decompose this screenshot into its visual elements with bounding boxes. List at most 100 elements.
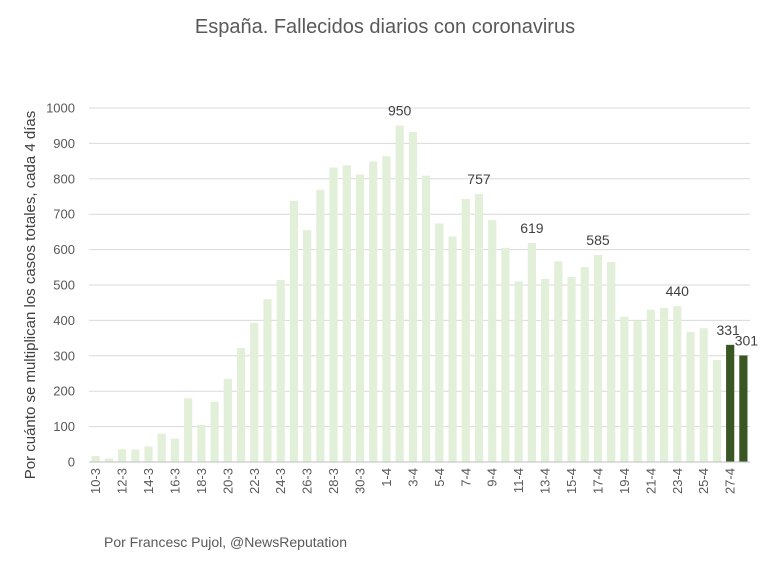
x-tick-label: 17-4 xyxy=(590,468,605,494)
bar xyxy=(726,344,735,462)
y-tick-label: 200 xyxy=(53,384,75,399)
data-label: 301 xyxy=(735,332,759,348)
bar xyxy=(474,194,484,462)
bar xyxy=(646,309,655,462)
bar xyxy=(131,449,140,462)
bar xyxy=(197,424,206,462)
bar xyxy=(395,125,404,462)
y-tick-label: 100 xyxy=(53,419,75,434)
bar xyxy=(342,165,351,462)
x-tick-label: 20-3 xyxy=(220,468,235,494)
bar xyxy=(382,156,391,463)
x-tick-label: 11-4 xyxy=(511,468,526,493)
data-label: 619 xyxy=(520,220,544,236)
bar xyxy=(157,433,166,462)
y-tick-label: 800 xyxy=(53,171,75,186)
bar xyxy=(117,449,127,462)
y-tick-label: 500 xyxy=(53,278,75,293)
bar xyxy=(91,455,100,462)
bar xyxy=(514,281,523,462)
x-tick-label: 28-3 xyxy=(326,468,341,494)
bar xyxy=(659,308,669,462)
x-tick-label: 26-3 xyxy=(300,468,315,494)
bar xyxy=(607,261,616,462)
bar xyxy=(408,132,417,462)
bar xyxy=(210,401,219,462)
x-tick-label: 18-3 xyxy=(194,468,209,494)
data-label: 950 xyxy=(388,103,412,119)
x-tick-label: 15-4 xyxy=(564,468,579,494)
bar xyxy=(355,174,365,462)
y-tick-label: 600 xyxy=(53,242,75,257)
data-label: 757 xyxy=(467,171,491,187)
data-label: 440 xyxy=(666,283,690,299)
bar xyxy=(461,198,470,462)
bar xyxy=(435,223,444,462)
bar xyxy=(620,316,629,462)
bar xyxy=(263,299,272,462)
bar xyxy=(316,189,325,463)
x-tick-label: 5-4 xyxy=(432,468,447,487)
bar xyxy=(686,332,695,462)
bar xyxy=(633,320,642,462)
bar xyxy=(673,306,682,462)
x-tick-label: 23-4 xyxy=(670,468,685,494)
x-tick-label: 13-4 xyxy=(538,468,553,494)
y-axis-tick-labels: 0 100 200 300 400 500 600 700 800 900 1000 xyxy=(46,101,75,470)
bar xyxy=(527,242,536,462)
bar xyxy=(104,458,113,462)
x-tick-label: 3-4 xyxy=(405,468,420,487)
chart-title: España. Fallecidos diarios con coronavir… xyxy=(194,16,576,38)
bar xyxy=(593,254,603,462)
x-tick-label: 10-3 xyxy=(88,468,103,494)
y-tick-label: 300 xyxy=(53,348,75,363)
bar xyxy=(289,200,299,463)
bar xyxy=(699,328,708,462)
bar xyxy=(448,236,457,462)
bar xyxy=(276,280,285,462)
bar xyxy=(554,261,563,462)
x-tick-label: 12-3 xyxy=(115,468,130,494)
y-tick-label: 1000 xyxy=(46,101,75,116)
bar xyxy=(422,175,431,462)
x-tick-label: 9-4 xyxy=(485,468,500,487)
x-tick-label: 22-3 xyxy=(247,468,262,494)
data-label: 585 xyxy=(586,232,610,248)
x-tick-label: 16-3 xyxy=(167,468,182,494)
bar xyxy=(712,360,722,462)
bar xyxy=(144,446,153,462)
bar xyxy=(580,266,589,462)
bar xyxy=(250,322,259,462)
x-tick-label: 25-4 xyxy=(696,468,711,494)
x-tick-label: 27-4 xyxy=(723,468,738,494)
bar xyxy=(488,220,497,462)
x-tick-label: 14-3 xyxy=(141,468,156,494)
x-tick-label: 1-4 xyxy=(379,468,394,487)
x-tick-label: 7-4 xyxy=(458,468,473,487)
y-tick-label: 700 xyxy=(53,207,75,222)
x-axis-tick-labels: 10-3 12-3 14-3 16-3 18-3 20-3 22-3 24-3 26-3 28-3… xyxy=(88,468,738,494)
x-tick-label: 21-4 xyxy=(643,468,658,494)
y-tick-label: 0 xyxy=(68,455,75,470)
x-tick-label: 24-3 xyxy=(273,468,288,494)
x-tick-label: 30-3 xyxy=(353,468,368,494)
data-label: 331 xyxy=(716,322,740,338)
bar xyxy=(184,398,193,462)
bar xyxy=(567,276,576,462)
bar xyxy=(369,161,378,463)
bar xyxy=(236,348,246,462)
bars xyxy=(91,125,748,463)
credit-text: Por Francesc Pujol, @NewsReputation xyxy=(104,534,347,550)
x-tick-label: 19-4 xyxy=(617,468,632,494)
bar xyxy=(501,247,510,462)
bar xyxy=(170,438,180,462)
bar xyxy=(303,230,312,462)
y-tick-label: 400 xyxy=(53,313,75,328)
y-tick-label: 900 xyxy=(53,136,75,151)
y-axis-title: Por cuánto se multiplican los casos tota… xyxy=(22,111,39,480)
bar xyxy=(739,355,748,462)
bar xyxy=(223,378,232,462)
bar xyxy=(540,278,550,462)
